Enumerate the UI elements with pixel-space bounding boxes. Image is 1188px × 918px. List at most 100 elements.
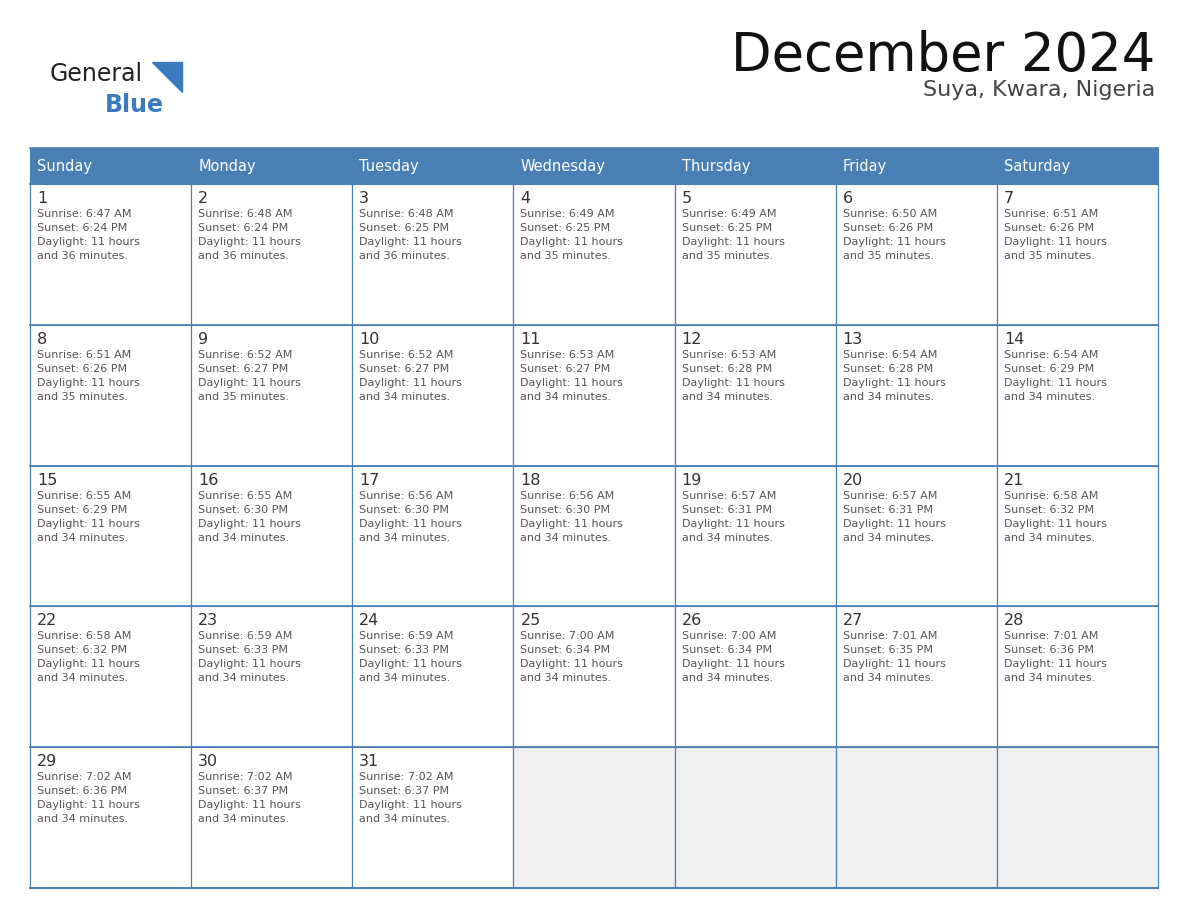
Text: Daylight: 11 hours: Daylight: 11 hours bbox=[359, 800, 462, 811]
Text: 13: 13 bbox=[842, 331, 862, 347]
Text: Sunrise: 7:02 AM: Sunrise: 7:02 AM bbox=[37, 772, 132, 782]
Text: 14: 14 bbox=[1004, 331, 1024, 347]
Text: and 34 minutes.: and 34 minutes. bbox=[842, 532, 934, 543]
Text: Thursday: Thursday bbox=[682, 160, 750, 174]
Text: Sunset: 6:27 PM: Sunset: 6:27 PM bbox=[520, 364, 611, 374]
Text: and 34 minutes.: and 34 minutes. bbox=[520, 674, 612, 683]
Text: Sunrise: 6:50 AM: Sunrise: 6:50 AM bbox=[842, 209, 937, 219]
Text: Saturday: Saturday bbox=[1004, 160, 1070, 174]
Bar bbox=[997, 607, 1158, 747]
Text: 16: 16 bbox=[198, 473, 219, 487]
Text: Sunset: 6:24 PM: Sunset: 6:24 PM bbox=[198, 223, 289, 233]
Text: Daylight: 11 hours: Daylight: 11 hours bbox=[1004, 237, 1107, 247]
Text: and 35 minutes.: and 35 minutes. bbox=[520, 251, 612, 261]
Text: and 34 minutes.: and 34 minutes. bbox=[682, 392, 772, 402]
Text: 2: 2 bbox=[198, 191, 208, 206]
Text: 28: 28 bbox=[1004, 613, 1024, 629]
Text: Sunset: 6:25 PM: Sunset: 6:25 PM bbox=[520, 223, 611, 233]
Text: Sunrise: 7:00 AM: Sunrise: 7:00 AM bbox=[520, 632, 615, 642]
Bar bbox=[353, 607, 513, 747]
Bar bbox=[675, 148, 835, 184]
Text: Daylight: 11 hours: Daylight: 11 hours bbox=[359, 378, 462, 387]
Text: Daylight: 11 hours: Daylight: 11 hours bbox=[198, 378, 301, 387]
Bar bbox=[30, 747, 191, 888]
Bar bbox=[191, 325, 353, 465]
Text: 8: 8 bbox=[37, 331, 48, 347]
Text: and 34 minutes.: and 34 minutes. bbox=[1004, 674, 1095, 683]
Text: and 34 minutes.: and 34 minutes. bbox=[682, 532, 772, 543]
Bar bbox=[675, 325, 835, 465]
Bar bbox=[191, 607, 353, 747]
Text: Sunset: 6:37 PM: Sunset: 6:37 PM bbox=[198, 786, 289, 796]
Text: Sunset: 6:29 PM: Sunset: 6:29 PM bbox=[1004, 364, 1094, 374]
Text: and 34 minutes.: and 34 minutes. bbox=[842, 674, 934, 683]
Text: Tuesday: Tuesday bbox=[359, 160, 419, 174]
Text: Daylight: 11 hours: Daylight: 11 hours bbox=[520, 519, 624, 529]
Text: Sunrise: 7:01 AM: Sunrise: 7:01 AM bbox=[1004, 632, 1098, 642]
Text: and 34 minutes.: and 34 minutes. bbox=[1004, 532, 1095, 543]
Text: Sunrise: 7:01 AM: Sunrise: 7:01 AM bbox=[842, 632, 937, 642]
Text: and 35 minutes.: and 35 minutes. bbox=[1004, 251, 1095, 261]
Text: and 34 minutes.: and 34 minutes. bbox=[520, 392, 612, 402]
Text: 3: 3 bbox=[359, 191, 369, 206]
Bar bbox=[353, 747, 513, 888]
Bar bbox=[30, 465, 191, 607]
Text: and 34 minutes.: and 34 minutes. bbox=[198, 814, 289, 824]
Polygon shape bbox=[152, 62, 182, 92]
Text: Sunset: 6:26 PM: Sunset: 6:26 PM bbox=[1004, 223, 1094, 233]
Text: Monday: Monday bbox=[198, 160, 255, 174]
Bar bbox=[835, 325, 997, 465]
Text: Sunrise: 6:48 AM: Sunrise: 6:48 AM bbox=[359, 209, 454, 219]
Bar bbox=[513, 325, 675, 465]
Text: 9: 9 bbox=[198, 331, 208, 347]
Bar bbox=[191, 747, 353, 888]
Bar bbox=[30, 148, 191, 184]
Bar bbox=[30, 325, 191, 465]
Text: 18: 18 bbox=[520, 473, 541, 487]
Text: 27: 27 bbox=[842, 613, 862, 629]
Text: Sunset: 6:34 PM: Sunset: 6:34 PM bbox=[682, 645, 772, 655]
Text: Blue: Blue bbox=[105, 93, 164, 117]
Text: Sunday: Sunday bbox=[37, 160, 91, 174]
Text: 5: 5 bbox=[682, 191, 691, 206]
Text: Sunrise: 7:02 AM: Sunrise: 7:02 AM bbox=[198, 772, 292, 782]
Text: Sunrise: 6:54 AM: Sunrise: 6:54 AM bbox=[1004, 350, 1098, 360]
Text: Sunset: 6:31 PM: Sunset: 6:31 PM bbox=[682, 505, 771, 515]
Text: 25: 25 bbox=[520, 613, 541, 629]
Text: Sunrise: 6:59 AM: Sunrise: 6:59 AM bbox=[359, 632, 454, 642]
Text: 15: 15 bbox=[37, 473, 57, 487]
Text: Daylight: 11 hours: Daylight: 11 hours bbox=[842, 378, 946, 387]
Bar bbox=[997, 747, 1158, 888]
Text: Sunset: 6:26 PM: Sunset: 6:26 PM bbox=[842, 223, 933, 233]
Bar bbox=[997, 325, 1158, 465]
Text: 23: 23 bbox=[198, 613, 219, 629]
Text: Sunset: 6:25 PM: Sunset: 6:25 PM bbox=[682, 223, 772, 233]
Text: Sunset: 6:33 PM: Sunset: 6:33 PM bbox=[198, 645, 289, 655]
Text: 11: 11 bbox=[520, 331, 541, 347]
Text: Sunrise: 6:57 AM: Sunrise: 6:57 AM bbox=[842, 490, 937, 500]
Text: Daylight: 11 hours: Daylight: 11 hours bbox=[359, 237, 462, 247]
Text: Friday: Friday bbox=[842, 160, 887, 174]
Text: Sunrise: 6:55 AM: Sunrise: 6:55 AM bbox=[198, 490, 292, 500]
Text: 20: 20 bbox=[842, 473, 862, 487]
Text: Daylight: 11 hours: Daylight: 11 hours bbox=[520, 237, 624, 247]
Text: Sunset: 6:34 PM: Sunset: 6:34 PM bbox=[520, 645, 611, 655]
Text: Sunrise: 6:53 AM: Sunrise: 6:53 AM bbox=[682, 350, 776, 360]
Text: Sunrise: 6:49 AM: Sunrise: 6:49 AM bbox=[520, 209, 615, 219]
Text: Daylight: 11 hours: Daylight: 11 hours bbox=[842, 237, 946, 247]
Text: 19: 19 bbox=[682, 473, 702, 487]
Bar bbox=[30, 607, 191, 747]
Bar bbox=[513, 607, 675, 747]
Text: 21: 21 bbox=[1004, 473, 1024, 487]
Text: December 2024: December 2024 bbox=[731, 30, 1155, 82]
Text: Sunrise: 6:58 AM: Sunrise: 6:58 AM bbox=[37, 632, 132, 642]
Text: Daylight: 11 hours: Daylight: 11 hours bbox=[682, 237, 784, 247]
Text: 7: 7 bbox=[1004, 191, 1015, 206]
Bar bbox=[353, 325, 513, 465]
Text: Daylight: 11 hours: Daylight: 11 hours bbox=[198, 237, 301, 247]
Text: Daylight: 11 hours: Daylight: 11 hours bbox=[682, 659, 784, 669]
Text: 1: 1 bbox=[37, 191, 48, 206]
Text: and 34 minutes.: and 34 minutes. bbox=[198, 674, 289, 683]
Text: and 34 minutes.: and 34 minutes. bbox=[37, 814, 128, 824]
Text: Sunset: 6:28 PM: Sunset: 6:28 PM bbox=[842, 364, 933, 374]
